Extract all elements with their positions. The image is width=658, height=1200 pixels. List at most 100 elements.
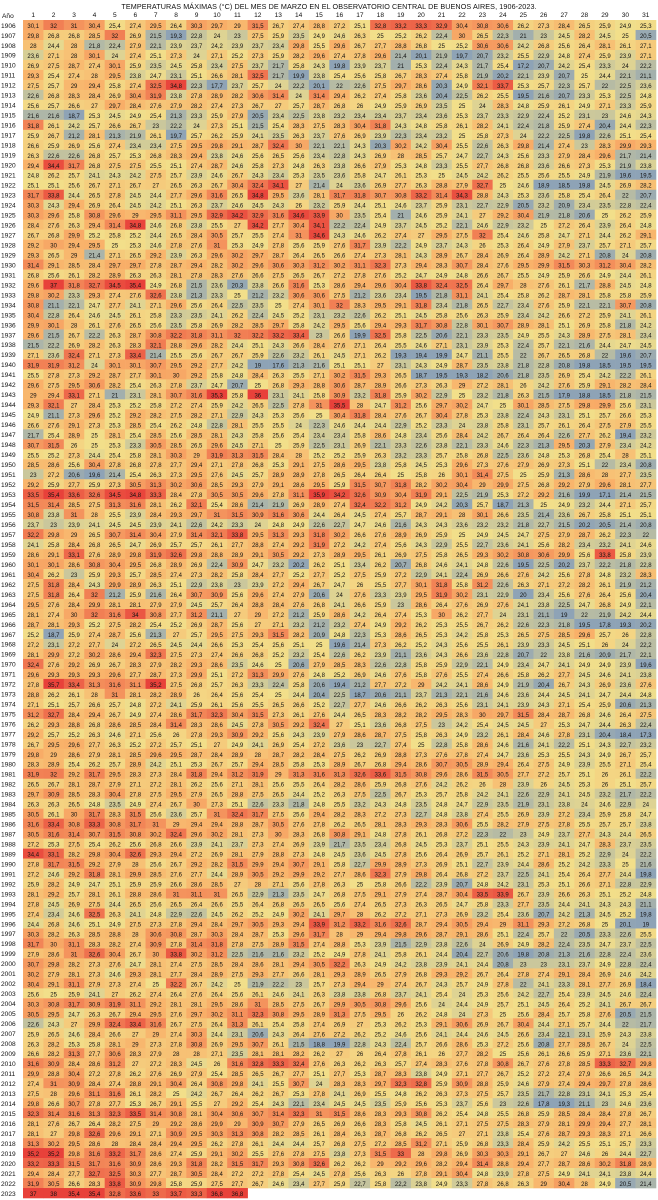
heatmap-cell (125, 529, 146, 540)
heatmap-cell-value: 26,3 (109, 743, 121, 749)
heatmap-cell-value: 27,5 (170, 653, 182, 659)
heatmap-cell (63, 99, 85, 111)
heatmap-cell-value: 24,7 (620, 343, 632, 349)
heatmap-cell-value: 28,1 (27, 653, 39, 659)
heatmap-cell-value: 27,6 (395, 413, 407, 419)
heatmap-cell (186, 109, 208, 121)
heatmap-cell-value: 26,1 (558, 104, 570, 110)
heatmap-cell-value: 23,3 (211, 294, 223, 300)
heatmap-cell-value: 26,8 (313, 603, 325, 609)
heatmap-cell (513, 399, 534, 410)
heatmap-cell-value: 25,4 (109, 24, 121, 30)
heatmap-cell (247, 529, 269, 540)
heatmap-cell (533, 29, 555, 41)
heatmap-cell (186, 489, 208, 500)
heatmap-cell (574, 409, 596, 420)
heatmap-cell-value: 21,4 (640, 154, 652, 160)
heatmap-cell (23, 469, 44, 480)
heatmap-cell-value: 22,3 (497, 34, 509, 40)
heatmap-cell (492, 99, 514, 111)
heatmap-cell-value: 31 (112, 693, 119, 699)
heatmap-cell (410, 239, 432, 250)
heatmap-cell-value: 25,3 (436, 623, 448, 629)
heatmap-cell (553, 129, 575, 141)
heatmap-cell-value: 32,2 (252, 333, 264, 339)
heatmap-cell (472, 499, 493, 510)
heatmap-cell-value: 26,4 (374, 343, 386, 349)
heatmap-cell-value: 29,6 (334, 44, 346, 50)
heatmap-cell-value: 28,2 (415, 483, 427, 489)
heatmap-cell-value: 29,5 (150, 24, 162, 30)
heatmap-cell (125, 459, 146, 470)
heatmap-cell-value: 31,5 (48, 443, 60, 449)
heatmap-cell (635, 239, 657, 250)
heatmap-cell (186, 259, 208, 270)
heatmap-cell (84, 229, 105, 240)
heatmap-cell-value: 23,7 (395, 114, 407, 120)
heatmap-cell-value: 24,3 (374, 803, 386, 809)
heatmap-cell (268, 259, 289, 270)
heatmap-cell-value: 26,4 (436, 603, 448, 609)
heatmap-cell (84, 269, 105, 280)
heatmap-cell-value: 22,2 (293, 84, 305, 90)
heatmap-cell (472, 529, 493, 540)
heatmap-cell-value: 30,2 (334, 533, 346, 539)
heatmap-cell-value: 24,6 (497, 693, 509, 699)
heatmap-cell-value: 29,9 (599, 403, 611, 409)
heatmap-cell (513, 109, 534, 121)
heatmap-cell-value: 22,5 (558, 134, 570, 140)
heatmap-cell (574, 159, 596, 171)
heatmap-cell (23, 109, 44, 121)
heatmap-cell (247, 59, 269, 71)
heatmap-cell-value: 31,1 (170, 214, 182, 220)
heatmap-cell-value: 24,4 (599, 343, 611, 349)
heatmap-cell (268, 69, 289, 81)
column-label-day-19: 19 (397, 12, 405, 19)
heatmap-cell (492, 289, 514, 300)
heatmap-cell-value: 25,4 (252, 643, 264, 649)
heatmap-cell-value: 27,8 (579, 573, 591, 579)
heatmap-cell-value: 25,7 (436, 154, 448, 160)
heatmap-cell-value: 31,8 (415, 304, 427, 310)
heatmap-cell-value: 28,5 (538, 403, 550, 409)
heatmap-cell (390, 269, 412, 280)
heatmap-cell (410, 529, 432, 540)
heatmap-cell-value: 29,4 (68, 204, 80, 210)
heatmap-cell-value: 27,6 (497, 463, 509, 469)
heatmap-cell (165, 129, 187, 141)
heatmap-cell (104, 249, 126, 260)
heatmap-cell-value: 27,4 (395, 613, 407, 619)
heatmap-cell-value: 22,4 (517, 413, 529, 419)
heatmap-cell-value: 23,9 (517, 703, 529, 709)
heatmap-cell-value: 23,6 (48, 353, 60, 359)
heatmap-cell (84, 309, 105, 320)
heatmap-cell-value: 28,8 (252, 603, 264, 609)
heatmap-cell (635, 99, 657, 111)
heatmap-cell-value: 22,1 (579, 304, 591, 310)
heatmap-cell (125, 349, 146, 360)
heatmap-cell-value: 24,7 (538, 663, 550, 669)
heatmap-cell-value: 25,3 (109, 443, 121, 449)
heatmap-cell-value: 27,5 (538, 763, 550, 769)
heatmap-cell (533, 389, 555, 400)
heatmap-cell (410, 449, 432, 460)
heatmap-cell-value: 25,5 (456, 164, 468, 170)
heatmap-cell (594, 79, 616, 91)
heatmap-cell (451, 419, 473, 430)
row-label-1978: 1978 (1, 742, 16, 749)
row-label-1944: 1944 (1, 402, 16, 409)
heatmap-cell-value: 24,6 (354, 234, 366, 240)
heatmap-cell (431, 379, 453, 390)
heatmap-cell (227, 479, 248, 490)
heatmap-cell (23, 369, 44, 380)
row-label-1962: 1962 (1, 582, 16, 589)
heatmap-cell-value: 30,7 (620, 304, 632, 310)
heatmap-cell (410, 59, 432, 71)
heatmap-cell-value: 24,4 (599, 723, 611, 729)
heatmap-cell-value: 30,2 (436, 483, 448, 489)
heatmap-cell-value: 23,7 (374, 64, 386, 70)
heatmap-cell-value: 28,2 (395, 713, 407, 719)
heatmap-cell (594, 279, 616, 290)
heatmap-cell-value: 24,3 (436, 523, 448, 529)
heatmap-cell (390, 229, 412, 240)
